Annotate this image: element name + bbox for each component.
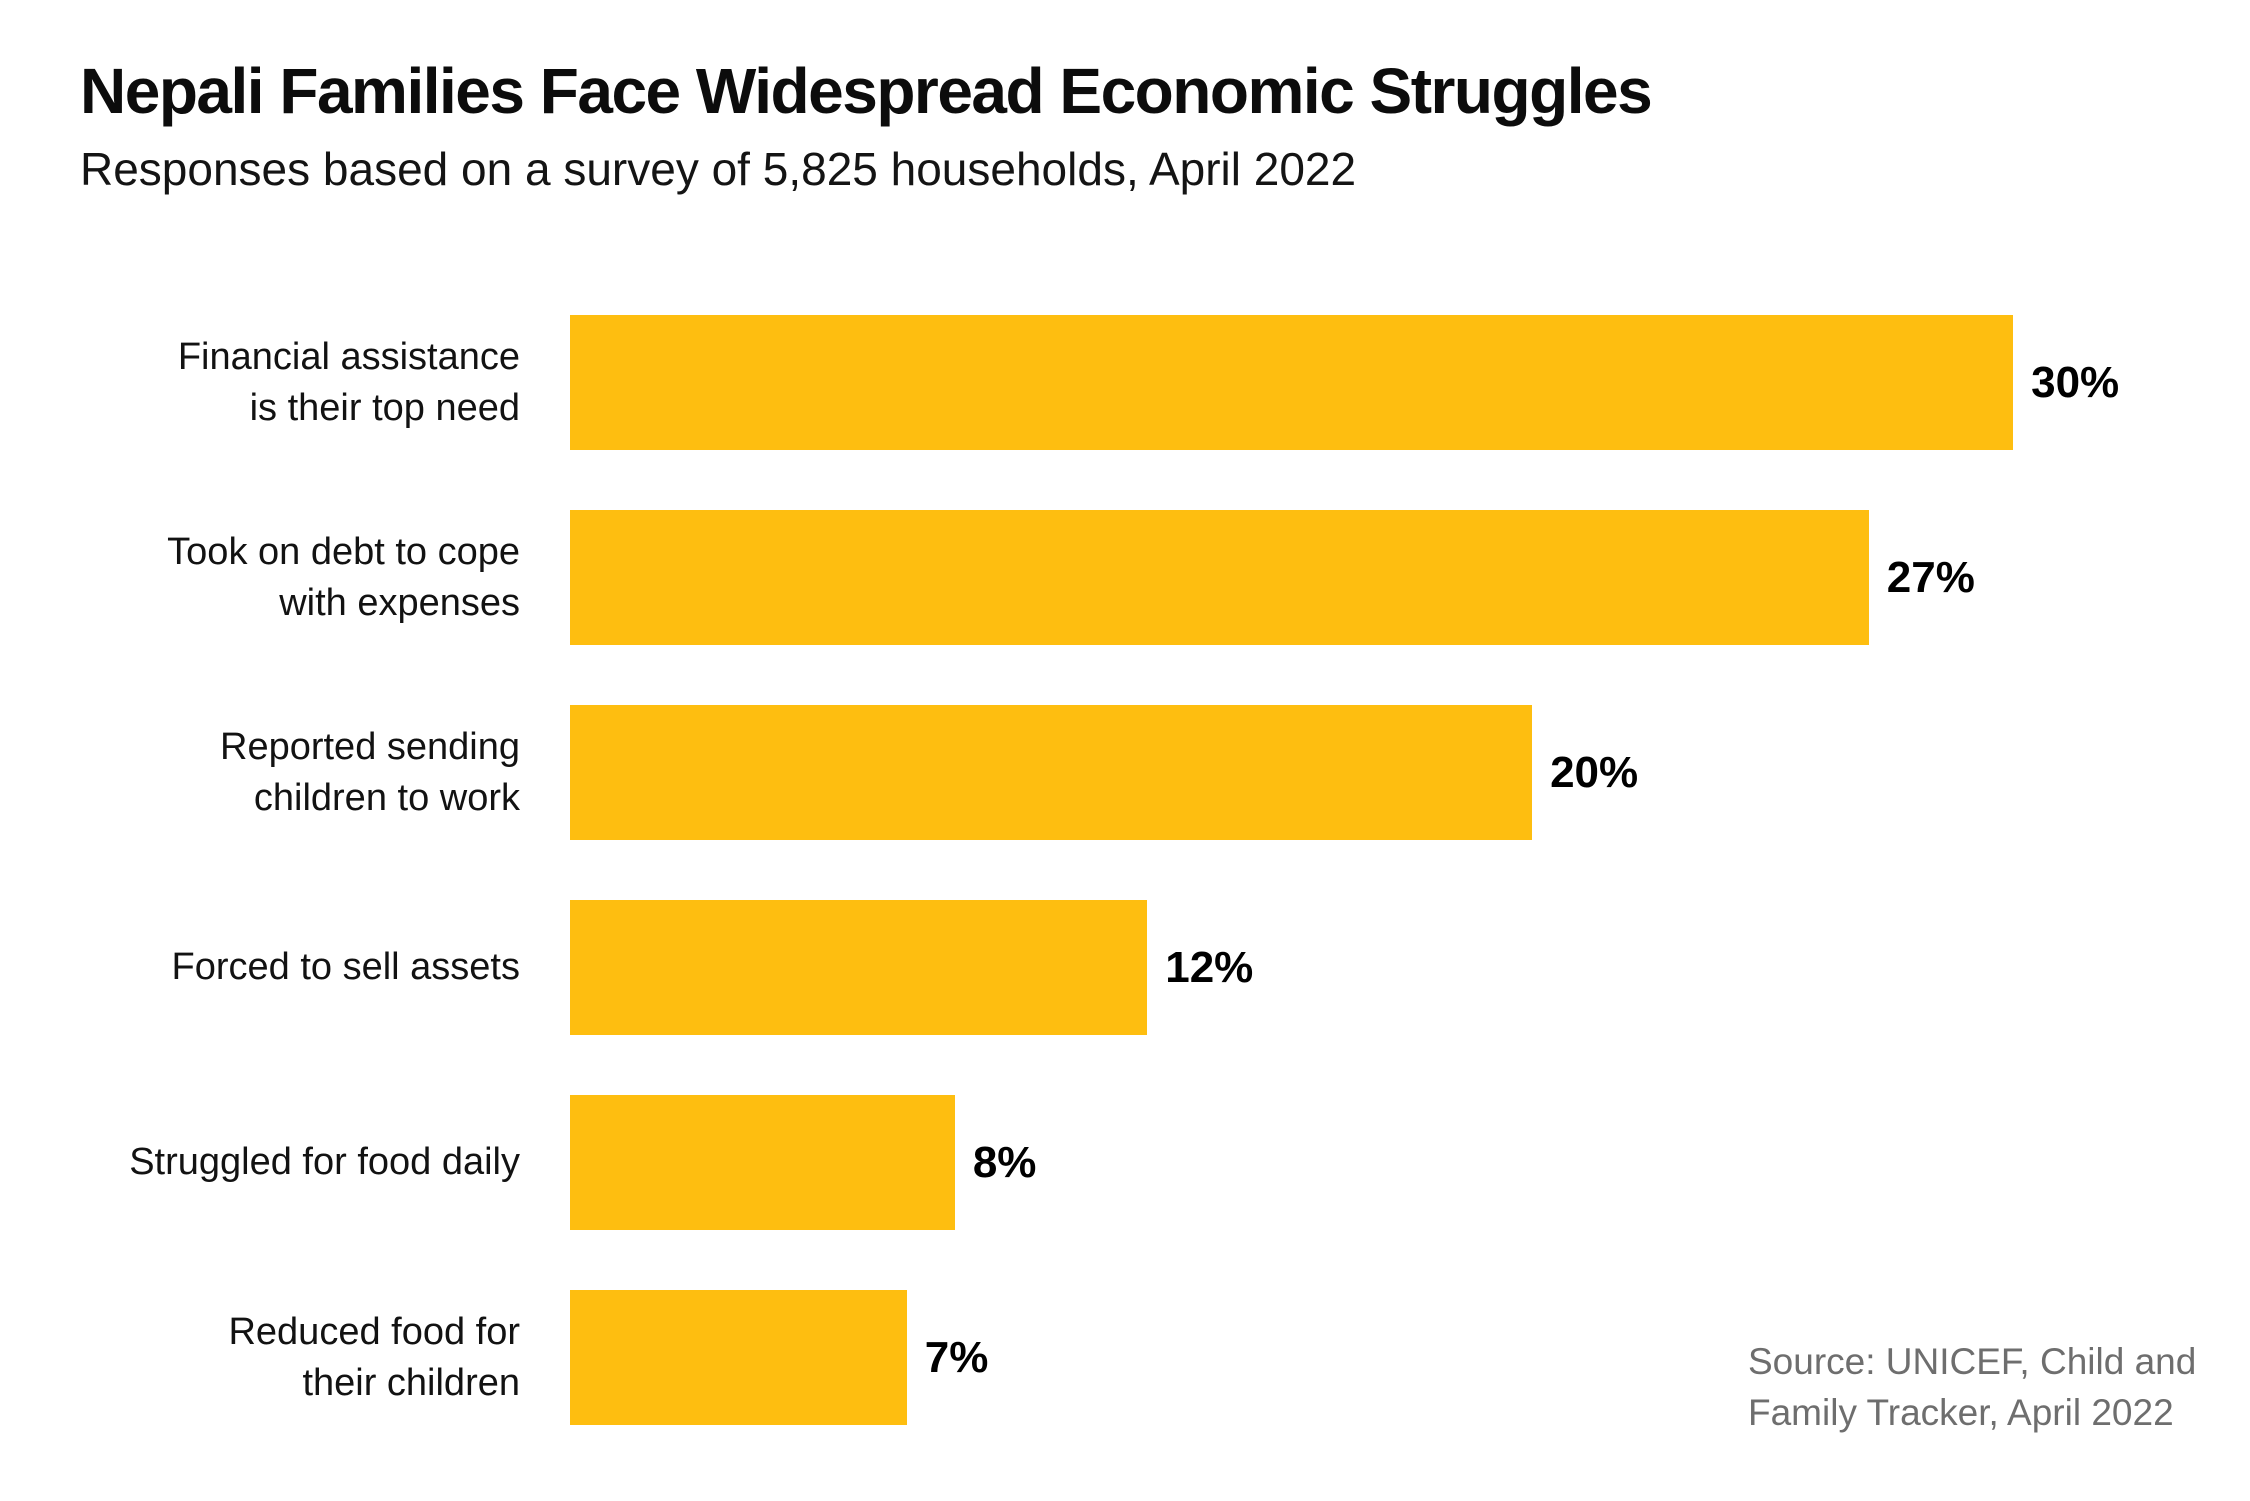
- category-label: Financial assistance is their top need: [177, 336, 520, 429]
- bar-area: 27%: [570, 510, 2250, 645]
- value-label: 30%: [2031, 357, 2120, 407]
- value-label: 8%: [972, 1137, 1037, 1187]
- chart-title: Nepali Families Face Widespread Economic…: [80, 55, 1653, 127]
- bar: [570, 1095, 955, 1230]
- value-label: 12%: [1165, 942, 1254, 992]
- source-note: Source: UNICEF, Child and Family Tracker…: [1748, 1336, 2196, 1438]
- chart-header: Nepali Families Face Widespread Economic…: [0, 0, 2250, 198]
- value-label: 27%: [1886, 552, 1975, 602]
- source-note-line1: Source: UNICEF, Child and: [1748, 1341, 2197, 1382]
- bar: [570, 1290, 907, 1425]
- chart-row: Reduced food for their children 7%: [80, 1290, 2250, 1425]
- chart: Financial assistance is their top need 3…: [80, 315, 2250, 1485]
- category-label: Took on debt to cope with expenses: [167, 531, 520, 624]
- bar-area: 20%: [570, 705, 2250, 840]
- chart-row: Financial assistance is their top need 3…: [80, 315, 2250, 450]
- bar: [570, 315, 2014, 450]
- value-label: 20%: [1550, 747, 1639, 797]
- bar-area: 30%: [570, 315, 2250, 450]
- bar-area: 12%: [570, 900, 2250, 1035]
- value-label: 7%: [924, 1332, 989, 1382]
- bar-area: 7%: [570, 1290, 2250, 1425]
- category-label: Reduced food for their children: [228, 1311, 520, 1404]
- category-label: Reported sending children to work: [220, 726, 520, 819]
- category-label: Struggled for food daily: [129, 1141, 520, 1184]
- chart-row: Reported sending children to work 20%: [80, 705, 2250, 840]
- chart-row: Took on debt to cope with expenses 27%: [80, 510, 2250, 645]
- bar: [570, 705, 1533, 840]
- bar: [570, 510, 1869, 645]
- chart-row: Forced to sell assets 12%: [80, 900, 2250, 1035]
- bar-area: 8%: [570, 1095, 2250, 1230]
- chart-row: Struggled for food daily 8%: [80, 1095, 2250, 1230]
- category-label: Forced to sell assets: [171, 946, 520, 989]
- source-note-line2: Family Tracker, April 2022: [1748, 1392, 2174, 1434]
- chart-subtitle: Responses based on a survey of 5,825 hou…: [80, 143, 1357, 196]
- bar: [570, 900, 1148, 1035]
